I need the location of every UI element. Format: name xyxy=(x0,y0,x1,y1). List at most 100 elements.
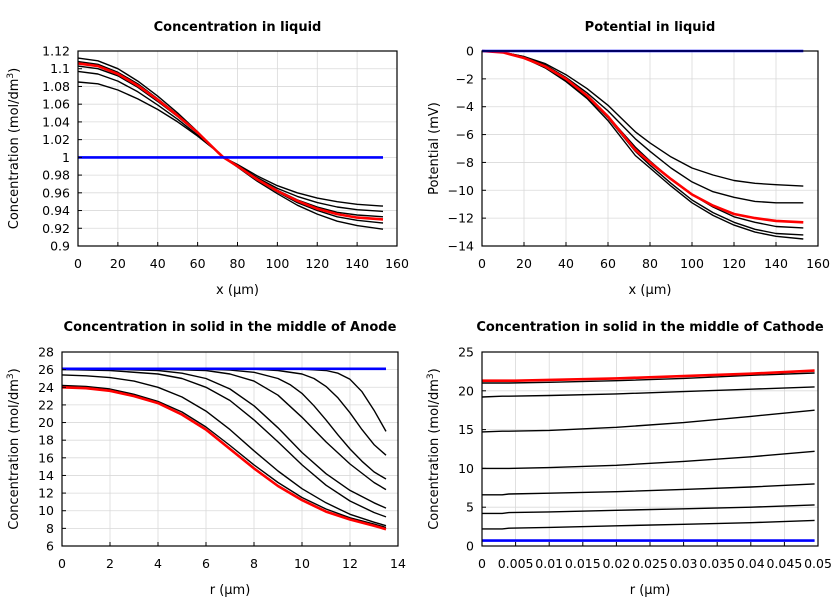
y-tick-label: 0.96 xyxy=(42,185,70,200)
y-tick-label: 8 xyxy=(46,521,54,536)
chart-title: Potential in liquid xyxy=(585,20,716,35)
y-tick-label: 1.02 xyxy=(42,132,70,147)
y-tick-label: 1.1 xyxy=(50,61,70,76)
y-tick-label: 6 xyxy=(46,539,54,554)
y-axis-label-superscript: 3 xyxy=(426,373,436,379)
series-line-t7 xyxy=(61,374,387,527)
y-tick-label: −14 xyxy=(448,239,474,254)
series-line-final xyxy=(61,386,387,531)
chart-panel-1: 0 20 40 60 80 100 120 140 160 0.9 0.92 0.94 0.96 0.98… xyxy=(6,20,409,298)
y-tick-label: 22 xyxy=(38,397,54,412)
y-axis-label-end: ) xyxy=(427,368,442,373)
y-tick-label: 0 xyxy=(466,44,474,59)
x-tick-label: 0.01 xyxy=(535,556,563,571)
series-line-t3 xyxy=(62,368,387,480)
y-axis-label-end: ) xyxy=(7,368,22,373)
y-tick-label: 12 xyxy=(38,486,54,501)
x-tick-label: 120 xyxy=(305,256,329,271)
y-tick-label: 25 xyxy=(458,345,474,360)
series-line-t2 xyxy=(62,368,387,456)
y-axis-label: Concentration (mol/dm3) xyxy=(426,368,442,530)
series-line-t3 xyxy=(482,483,815,496)
series-line-t3 xyxy=(77,65,384,218)
plot-frame xyxy=(61,351,399,547)
x-tick-label: 0.045 xyxy=(767,556,803,571)
x-tick-label: 140 xyxy=(764,256,788,271)
series-line-final xyxy=(482,369,815,383)
x-tick-label: 0 xyxy=(478,556,486,571)
x-tick-label: 160 xyxy=(806,256,830,271)
series-line-t7 xyxy=(482,372,815,384)
chart-panel-4: 0 0.005 0.01 0.015 0.02 0.025 0.03 0.035 0.04 0.0… xyxy=(426,320,832,598)
y-axis-label: Concentration (mol/dm3) xyxy=(6,368,22,530)
y-tick-label: 5 xyxy=(466,500,474,515)
x-tick-label: 120 xyxy=(722,256,746,271)
y-tick-label: 0.92 xyxy=(42,221,70,236)
x-axis-label: r (µm) xyxy=(210,583,251,598)
x-tick-label: 4 xyxy=(154,556,162,571)
x-tick-label: 10 xyxy=(294,556,310,571)
y-tick-label: 0.9 xyxy=(50,239,70,254)
y-tick-label: −2 xyxy=(456,71,474,86)
y-tick-label: 18 xyxy=(38,433,54,448)
y-tick-label: −4 xyxy=(456,99,474,114)
x-tick-label: 60 xyxy=(190,256,206,271)
y-tick-label: 26 xyxy=(38,362,54,377)
x-tick-label: 100 xyxy=(680,256,704,271)
x-tick-label: 0 xyxy=(74,256,82,271)
series-line-t8 xyxy=(61,384,387,529)
y-tick-label: 1 xyxy=(62,150,70,165)
y-tick-label: 15 xyxy=(458,422,474,437)
y-axis-label-text: Concentration (mol/dm xyxy=(427,379,442,530)
y-tick-label: −12 xyxy=(448,211,474,226)
y-tick-label: −10 xyxy=(448,183,474,198)
x-tick-label: 0 xyxy=(58,556,66,571)
y-tick-label: 1.06 xyxy=(42,97,70,112)
y-axis-label-superscript: 3 xyxy=(6,373,16,379)
series-line-t2 xyxy=(481,50,804,204)
y-axis-label-end: ) xyxy=(7,68,22,73)
y-axis-label: Concentration (mol/dm3) xyxy=(6,68,22,230)
chart-title: Concentration in liquid xyxy=(154,20,322,35)
y-axis-label-text: Concentration (mol/dm xyxy=(7,379,22,530)
x-tick-label: 100 xyxy=(265,256,289,271)
y-tick-label: 16 xyxy=(38,450,54,465)
y-tick-label: 24 xyxy=(38,380,54,395)
y-tick-label: 0 xyxy=(466,539,474,554)
x-tick-label: 0.02 xyxy=(602,556,630,571)
y-tick-label: 14 xyxy=(38,468,54,483)
series-line-t5 xyxy=(481,409,815,433)
x-axis-label: x (µm) xyxy=(216,283,259,298)
x-tick-label: 40 xyxy=(150,256,166,271)
y-tick-label: −6 xyxy=(456,127,474,142)
y-tick-label: 1.12 xyxy=(42,44,70,59)
x-tick-label: 60 xyxy=(600,256,616,271)
y-axis-label-superscript: 3 xyxy=(6,73,16,79)
series-line-t4 xyxy=(482,450,815,470)
series-line-t1 xyxy=(482,519,815,530)
x-tick-label: 0.03 xyxy=(670,556,698,571)
x-tick-label: 0.015 xyxy=(565,556,601,571)
y-tick-label: 0.94 xyxy=(42,203,70,218)
x-tick-label: 140 xyxy=(345,256,369,271)
y-tick-label: 0.98 xyxy=(42,168,70,183)
chart-panel-3: 0 2 4 6 8 10 12 146810121416182022242628Concent… xyxy=(6,320,406,598)
x-tick-label: 0 xyxy=(478,256,486,271)
y-tick-label: 1.04 xyxy=(42,114,70,129)
x-tick-label: 160 xyxy=(385,256,409,271)
series-line-t5 xyxy=(61,368,387,509)
y-axis-label: Potential (mV) xyxy=(427,102,442,195)
y-tick-label: 10 xyxy=(38,503,54,518)
x-tick-label: 0.025 xyxy=(632,556,668,571)
x-tick-label: 0.05 xyxy=(804,556,832,571)
series-line-t6 xyxy=(61,368,387,518)
series-line-t1 xyxy=(77,81,384,207)
x-tick-label: 14 xyxy=(390,556,406,571)
x-tick-label: 80 xyxy=(230,256,246,271)
x-tick-label: 0.035 xyxy=(699,556,735,571)
x-tick-label: 20 xyxy=(110,256,126,271)
x-tick-label: 0.04 xyxy=(737,556,765,571)
y-tick-label: 28 xyxy=(38,345,54,360)
series-line-t2 xyxy=(482,504,815,515)
